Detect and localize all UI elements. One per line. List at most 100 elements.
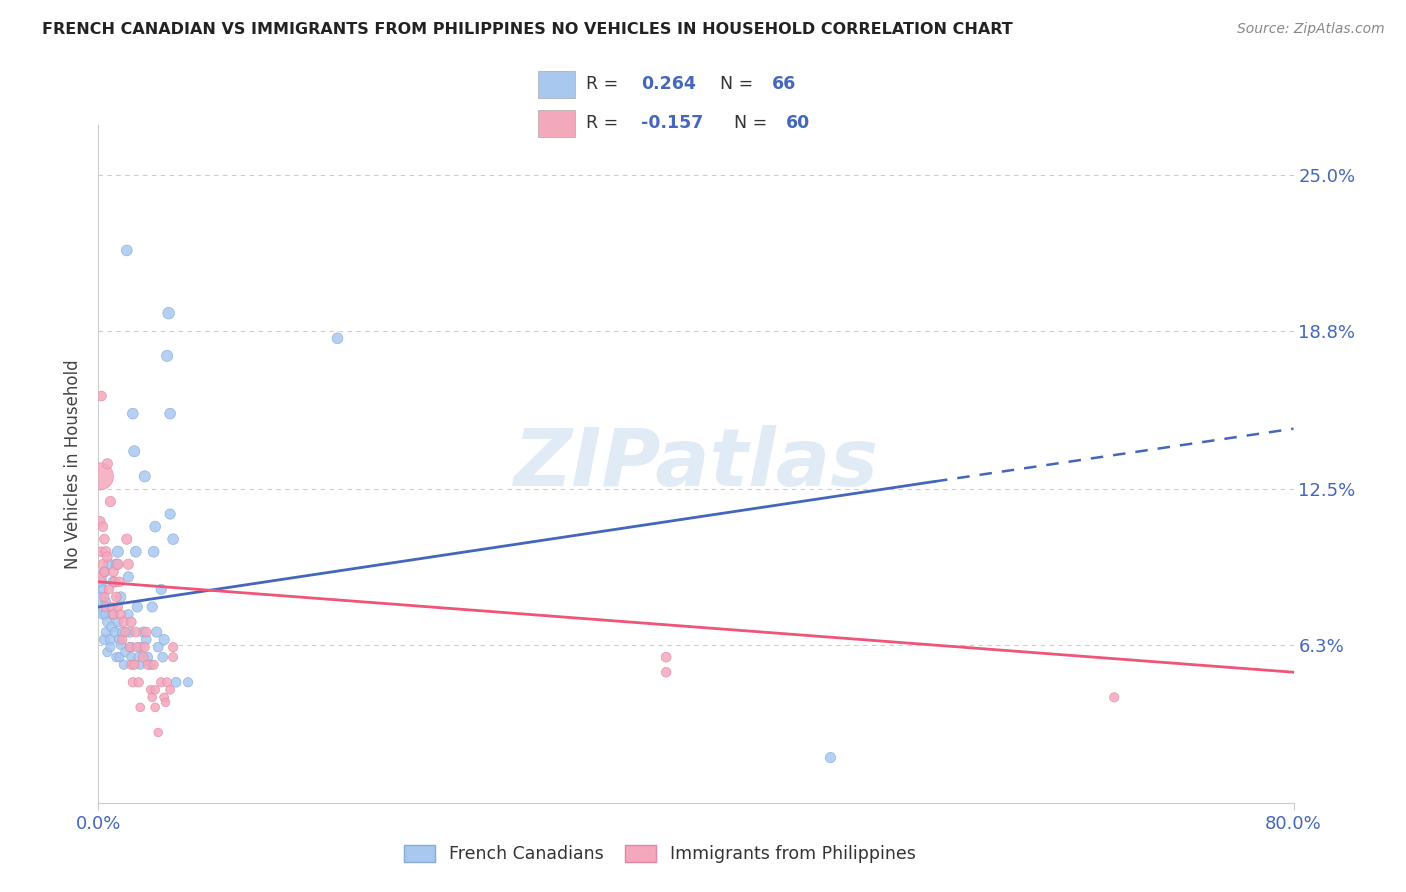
Point — [159, 407, 181, 421]
Point — [97, 558, 120, 572]
Point — [107, 558, 129, 572]
Point — [136, 650, 159, 665]
Point — [135, 625, 157, 640]
Point — [93, 590, 115, 604]
Point — [153, 632, 176, 647]
Point — [177, 675, 200, 690]
Point — [162, 650, 184, 665]
Point — [143, 682, 166, 697]
Point — [120, 650, 142, 665]
Point — [100, 494, 122, 508]
Point — [115, 244, 138, 258]
Point — [127, 599, 149, 614]
Point — [129, 657, 152, 672]
Point — [103, 607, 125, 622]
Point — [117, 570, 139, 584]
Text: 0.264: 0.264 — [641, 75, 696, 93]
Point — [103, 607, 125, 622]
Point — [100, 640, 122, 654]
Point — [89, 515, 111, 529]
Point — [97, 582, 120, 597]
Point — [134, 640, 156, 654]
Point — [110, 607, 132, 622]
Point — [104, 625, 127, 640]
Point — [111, 625, 134, 640]
Point — [141, 690, 163, 705]
Point — [120, 640, 142, 654]
Point — [107, 615, 129, 629]
Point — [94, 625, 117, 640]
Point — [112, 657, 135, 672]
Point — [93, 532, 115, 546]
Point — [94, 599, 117, 614]
Point — [150, 582, 173, 597]
Point — [115, 532, 138, 546]
Point — [129, 640, 152, 654]
Point — [105, 558, 128, 572]
Point — [162, 640, 184, 654]
Point — [326, 331, 349, 345]
Point — [101, 599, 124, 614]
Point — [93, 565, 115, 579]
Point — [820, 750, 842, 764]
Y-axis label: No Vehicles in Household: No Vehicles in Household — [65, 359, 83, 569]
Point — [114, 645, 136, 659]
Text: R =: R = — [586, 114, 623, 132]
Point — [155, 695, 177, 709]
Point — [129, 700, 152, 714]
Point — [125, 545, 148, 559]
Point — [142, 545, 165, 559]
Legend: French Canadians, Immigrants from Philippines: French Canadians, Immigrants from Philip… — [395, 836, 925, 872]
Point — [118, 640, 141, 654]
Point — [128, 650, 150, 665]
Point — [101, 620, 124, 634]
Point — [117, 558, 139, 572]
Point — [118, 625, 141, 640]
Point — [156, 675, 179, 690]
Point — [655, 650, 678, 665]
Text: FRENCH CANADIAN VS IMMIGRANTS FROM PHILIPPINES NO VEHICLES IN HOUSEHOLD CORRELAT: FRENCH CANADIAN VS IMMIGRANTS FROM PHILI… — [42, 22, 1012, 37]
Point — [124, 657, 146, 672]
Point — [94, 607, 117, 622]
Point — [143, 519, 166, 533]
Point — [148, 640, 170, 654]
Point — [135, 632, 157, 647]
Point — [150, 675, 173, 690]
Point — [91, 519, 114, 533]
FancyBboxPatch shape — [537, 110, 575, 137]
Point — [156, 349, 179, 363]
Point — [120, 615, 142, 629]
Point — [655, 665, 678, 680]
Point — [162, 532, 184, 546]
Point — [120, 657, 142, 672]
Point — [91, 558, 114, 572]
Point — [121, 407, 143, 421]
Point — [103, 565, 125, 579]
Point — [94, 595, 117, 609]
Point — [127, 640, 149, 654]
Point — [157, 306, 180, 320]
Point — [152, 650, 174, 665]
Point — [110, 590, 132, 604]
Point — [108, 650, 131, 665]
Point — [148, 725, 170, 739]
Point — [90, 574, 112, 589]
Point — [107, 545, 129, 559]
Point — [128, 675, 150, 690]
Point — [132, 625, 155, 640]
Text: Source: ZipAtlas.com: Source: ZipAtlas.com — [1237, 22, 1385, 37]
Point — [141, 599, 163, 614]
Point — [90, 570, 112, 584]
Point — [96, 645, 118, 659]
Point — [153, 690, 176, 705]
Text: N =: N = — [734, 114, 773, 132]
Point — [136, 657, 159, 672]
Point — [107, 599, 129, 614]
Point — [103, 574, 125, 589]
Point — [139, 682, 162, 697]
Text: ZIPatlas: ZIPatlas — [513, 425, 879, 503]
Text: -0.157: -0.157 — [641, 114, 703, 132]
Point — [91, 582, 114, 597]
Point — [90, 389, 112, 403]
Text: N =: N = — [720, 75, 759, 93]
